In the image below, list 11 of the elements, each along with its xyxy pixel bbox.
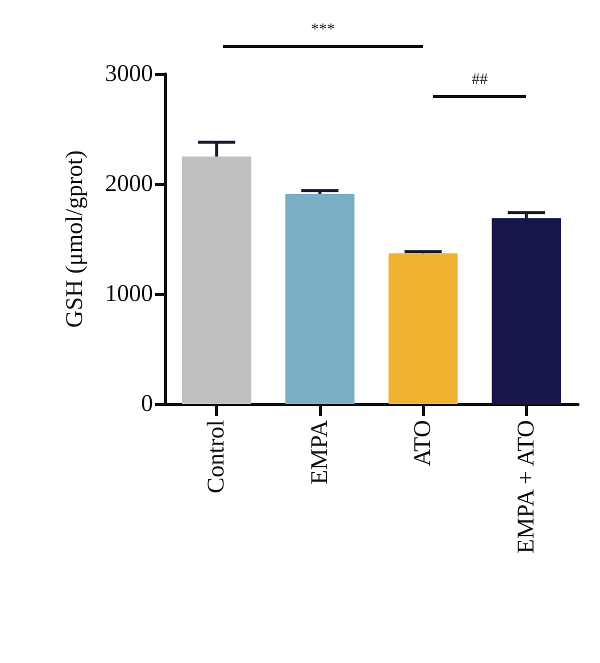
x-tick-label: EMPA + ATO bbox=[513, 420, 540, 554]
y-tick-label: 0 bbox=[141, 391, 153, 417]
x-tick-label: ATO bbox=[410, 420, 436, 466]
x-tick-label: Control bbox=[204, 420, 230, 494]
y-tick-label: 2000 bbox=[105, 171, 153, 197]
x-tick-label: EMPA bbox=[306, 419, 333, 484]
y-tick-label: 1000 bbox=[105, 281, 153, 307]
text: *** bbox=[310, 21, 335, 39]
y-tick-label: 3000 bbox=[105, 61, 153, 87]
y-axis-title: GSH (μmol/gprot) bbox=[62, 150, 88, 328]
annotation: ## bbox=[472, 71, 488, 89]
